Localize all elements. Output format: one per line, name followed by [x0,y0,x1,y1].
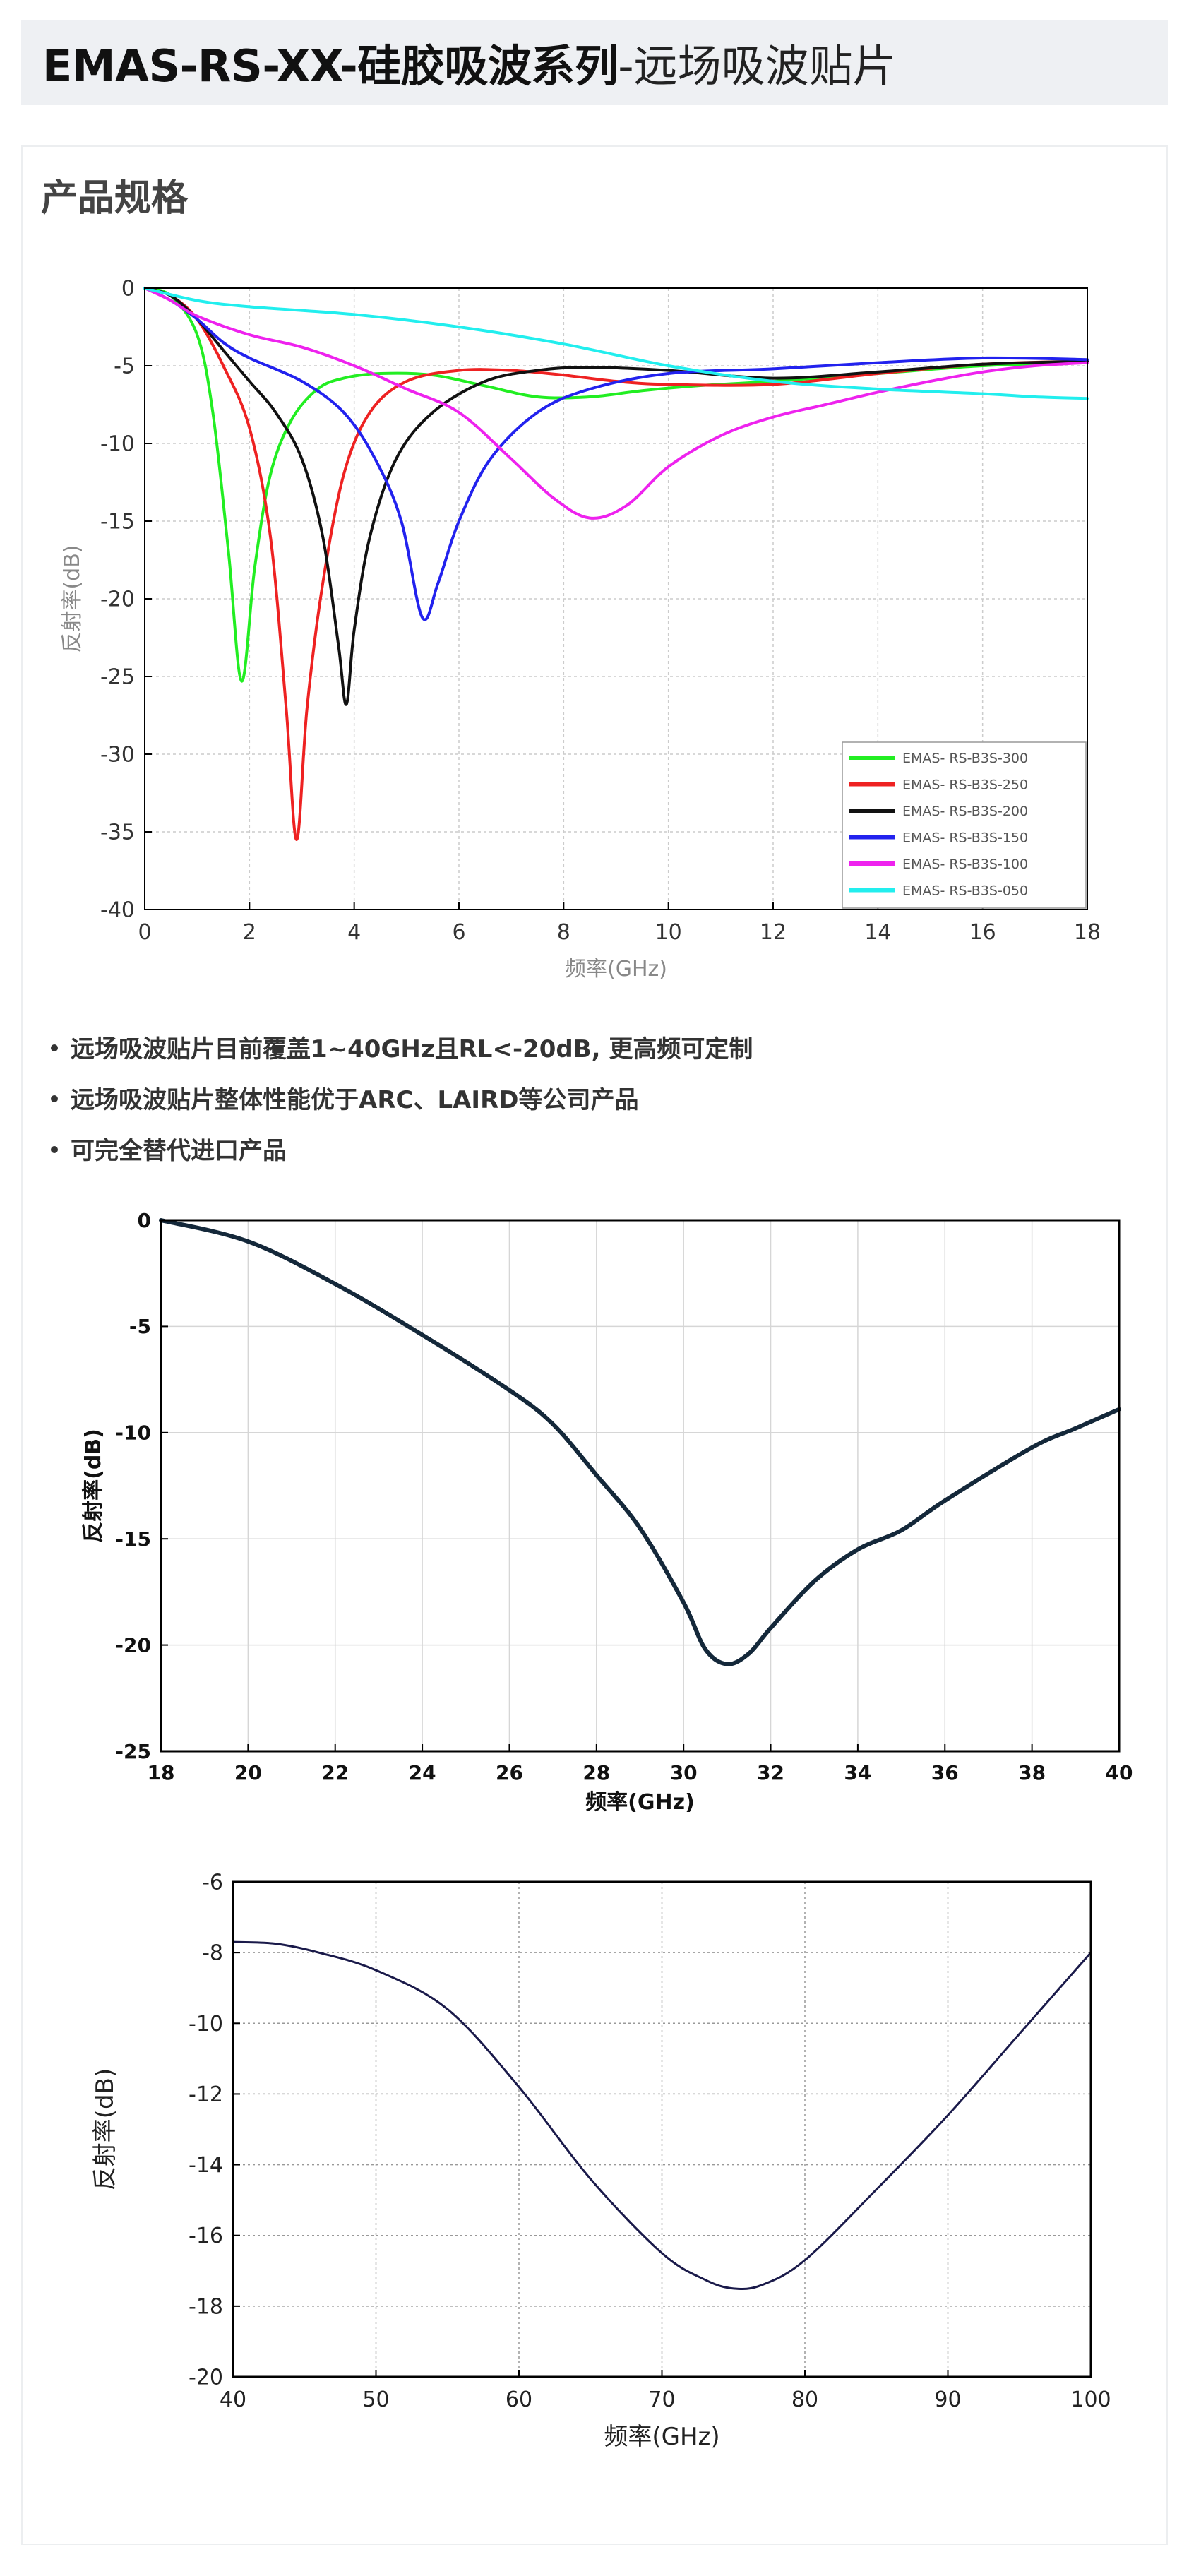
tick-label-x: 24 [409,1761,436,1784]
tick-label-x: 6 [452,920,465,945]
chart-3: 40 50 60 70 80 90 100 -6 -8 -10 -12 -14 -16 -18 -20 频率(… [91,1871,1111,2452]
tick-label-y: -25 [115,1740,151,1763]
tick-label-x: 30 [670,1761,698,1784]
tick-label-x: 60 [506,2387,532,2412]
legend-label: EMAS- RS-B3S-150 [902,830,1028,846]
bullet-dot [51,1044,58,1051]
tick-label-x: 0 [138,920,151,945]
feature-list: 远场吸波贴片目前覆盖1~40GHz且RL<-20dB, 更高频可定制 远场吸波贴… [51,1024,753,1176]
x-axis-label: 频率(GHz) [585,1790,695,1815]
tick-label-x: 32 [757,1761,784,1784]
bullet-dot [51,1095,58,1102]
list-item-text: 远场吸波贴片目前覆盖1~40GHz且RL<-20dB, 更高频可定制 [71,1035,753,1063]
tick-label-y: -12 [189,2082,223,2107]
y-axis-label: 反射率(dB) [81,1429,106,1543]
legend-label: EMAS- RS-B3S-100 [902,857,1028,872]
x-axis-label: 频率(GHz) [565,957,667,982]
y-axis-label: 反射率(dB) [60,544,85,652]
tick-label-x: 80 [791,2387,818,2412]
page-subtitle: -远场吸波贴片 [618,40,897,92]
legend-label: EMAS- RS-B3S-050 [902,883,1028,899]
tick-label-y: -20 [115,1633,151,1657]
tick-label-y: -5 [129,1315,151,1338]
tick-label-y: -30 [100,743,135,768]
chart-legend: EMAS- RS-B3S-300 EMAS- RS-B3S-250 EMAS- RS… [842,741,1087,909]
tick-label-x: 38 [1018,1761,1046,1784]
tick-label-x: 90 [934,2387,961,2412]
y-axis-label: 反射率(dB) [91,2068,119,2190]
series-line [232,1940,1092,2291]
tick-label-x: 70 [648,2387,675,2412]
list-item-text: 可完全替代进口产品 [71,1137,287,1165]
tick-label-x: 50 [362,2387,389,2412]
legend-box [842,741,1087,909]
tick-label-x: 40 [220,2387,246,2412]
tick-label-y: -16 [189,2224,223,2248]
tick-label-y: -15 [115,1527,151,1551]
tick-label-y: -10 [100,432,135,457]
legend-label: EMAS- RS-B3S-300 [902,751,1028,766]
tick-label-x: 18 [148,1761,175,1784]
tick-label-x: 12 [760,920,787,945]
tick-label-y: -40 [100,898,135,923]
chart-1: 0 2 4 6 8 10 12 14 16 18 0 -5 -10 -15 -20 -25 -30 -35 -40 频… [60,277,1101,982]
tick-label-x: 4 [347,920,361,945]
legend-label: EMAS- RS-B3S-250 [902,777,1028,793]
list-item: 远场吸波贴片整体性能优于ARC、LAIRD等公司产品 [51,1075,753,1126]
tick-label-x: 34 [844,1761,871,1784]
tick-label-x: 100 [1070,2387,1111,2412]
list-item: 可完全替代进口产品 [51,1126,753,1176]
tick-label-y: 0 [138,1209,151,1232]
tick-label-y: -20 [189,2366,223,2390]
tick-label-x: 8 [557,920,570,945]
tick-label-x: 40 [1106,1761,1133,1784]
tick-label-x: 14 [864,920,891,945]
section-title: 产品规格 [41,177,189,220]
tick-label-y: -20 [100,588,135,612]
tick-label-y: -10 [189,2012,223,2037]
page-header: EMAS-RS-XX-硅胶吸波系列 -远场吸波贴片 [21,20,1168,105]
tick-label-y: -8 [202,1941,223,1966]
tick-label-y: -10 [115,1421,151,1445]
tick-label-y: -5 [114,354,135,379]
tick-label-x: 36 [931,1761,959,1784]
list-item: 远场吸波贴片目前覆盖1~40GHz且RL<-20dB, 更高频可定制 [51,1024,753,1075]
plot-area [161,1220,1119,1751]
tick-label-x: 2 [243,920,256,945]
list-item-text: 远场吸波贴片整体性能优于ARC、LAIRD等公司产品 [71,1086,639,1114]
series-line [143,287,1089,520]
tick-label-y: -6 [202,1871,223,1895]
tick-label-y: -25 [100,665,135,690]
series-line [159,1218,1121,1666]
plot-frame [160,1219,1121,1753]
tick-label-x: 18 [1074,920,1101,945]
legend-label: EMAS- RS-B3S-200 [902,804,1028,819]
x-axis-label: 频率(GHz) [604,2423,719,2451]
tick-label-x: 26 [496,1761,523,1784]
tick-label-y: 0 [121,277,135,302]
series-line [143,287,1089,841]
tick-label-x: 16 [969,920,996,945]
tick-label-y: -14 [189,2153,223,2178]
series-line [143,287,1089,621]
series-line [143,287,1089,706]
chart-2: 18 20 22 24 26 28 30 32 34 36 38 40 0 -5 -10 -15 -20 -25 频… [81,1209,1133,1815]
tick-label-x: 20 [234,1761,262,1784]
tick-label-y: -15 [100,510,135,535]
tick-label-y: -35 [100,821,135,845]
page-title: EMAS-RS-XX-硅胶吸波系列 [42,40,619,92]
tick-label-y: -18 [189,2294,223,2319]
bullet-dot [51,1145,58,1153]
tick-label-x: 28 [582,1761,610,1784]
series-line [143,287,1089,400]
tick-label-x: 10 [655,920,682,945]
tick-label-x: 22 [321,1761,349,1784]
